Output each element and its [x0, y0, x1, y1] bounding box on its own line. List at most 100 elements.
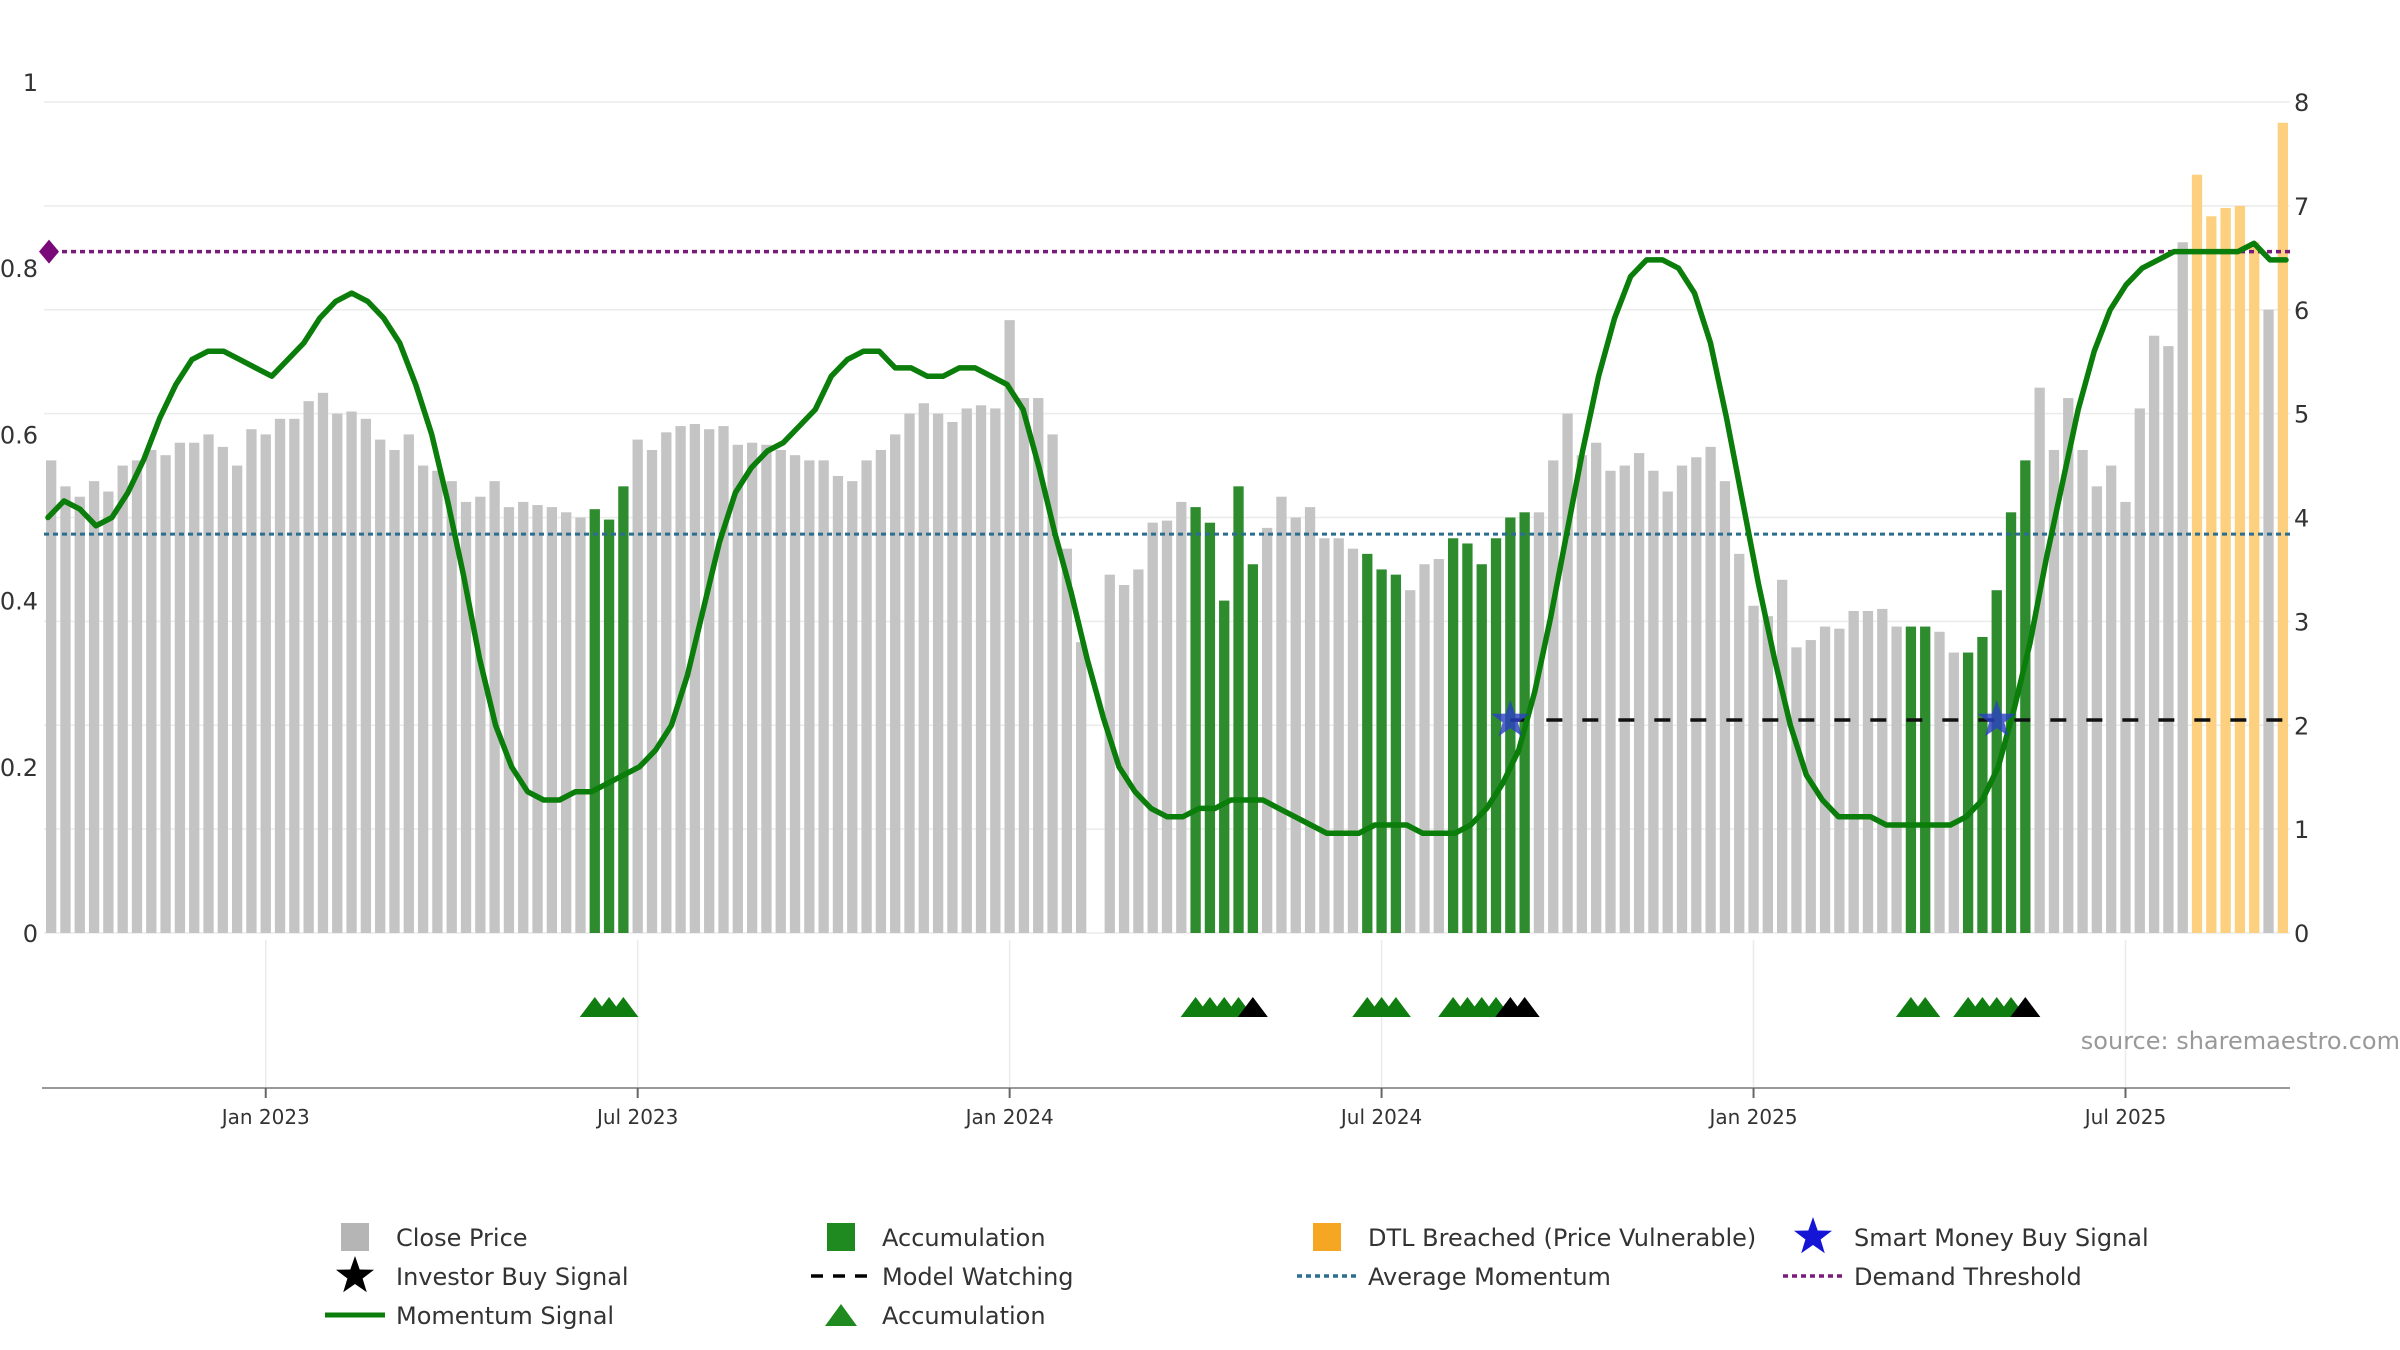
- close-price-bar: [1533, 512, 1545, 933]
- legend-triangle-icon: [825, 1304, 857, 1326]
- close-price-bar: [503, 507, 515, 933]
- accumulation-bar: [1476, 564, 1487, 933]
- x-axis-tick-label: Jan 2023: [220, 1105, 310, 1129]
- close-price-bar: [131, 460, 143, 933]
- close-price-bar: [189, 442, 200, 933]
- axis-layer: 0 0.2 0.4 0.6 0.8 1 0 1 2 3 4 5 6 7 8 Jan 2023 Jul 2023 J…: [0, 69, 2309, 1129]
- close-price-bar: [1776, 579, 1788, 933]
- close-price-bar: [1319, 538, 1330, 933]
- close-price-bar: [1018, 398, 1030, 933]
- close-price-bar: [575, 517, 586, 933]
- accumulation-bar: [589, 509, 600, 933]
- close-price-bar: [2048, 449, 2060, 933]
- right-axis-tick: 2: [2294, 712, 2309, 740]
- close-price-bar: [1347, 548, 1359, 933]
- close-price-bar: [74, 496, 85, 933]
- x-axis-tick-label: Jan 2025: [1707, 1105, 1797, 1129]
- close-price-bar: [1605, 470, 1616, 933]
- legend-label: DTL Breached (Price Vulnerable): [1368, 1224, 1756, 1252]
- x-axis-tick-label: Jul 2023: [595, 1105, 678, 1129]
- close-price-bar: [832, 475, 844, 933]
- accumulation-bar: [1362, 553, 1373, 933]
- legend-label: Accumulation: [882, 1224, 1046, 1252]
- legend-label: Smart Money Buy Signal: [1854, 1224, 2149, 1252]
- legend-label: Average Momentum: [1368, 1263, 1611, 1291]
- close-price-bar: [804, 460, 815, 933]
- close-price-bar: [2077, 449, 2088, 933]
- close-price-bar: [1304, 507, 1316, 933]
- legend-star-icon: [336, 1256, 374, 1293]
- close-price-bar: [88, 481, 100, 933]
- accumulation-bar: [1991, 590, 2002, 933]
- close-price-bar: [746, 442, 758, 933]
- left-axis-tick: 0.6: [0, 421, 38, 449]
- legend-item: Investor Buy Signal: [336, 1256, 629, 1293]
- close-price-bar: [890, 434, 901, 933]
- close-price-bar: [1762, 616, 1773, 933]
- close-price-bar: [489, 481, 500, 933]
- accumulation-triangle: [1380, 997, 1411, 1017]
- close-price-bar: [346, 411, 357, 933]
- accumulation-bar: [1204, 522, 1216, 933]
- close-price-bar: [546, 507, 558, 933]
- right-axis-tick: 8: [2294, 89, 2309, 117]
- close-price-bar: [217, 446, 228, 933]
- legend-label: Momentum Signal: [396, 1302, 614, 1330]
- legend-item: Accumulation: [827, 1223, 1046, 1252]
- accumulation-triangle: [608, 997, 639, 1017]
- close-price-bar: [2263, 309, 2274, 933]
- close-price-bar: [1290, 517, 1301, 933]
- close-price-bar: [975, 405, 987, 933]
- close-price-bar: [761, 444, 772, 933]
- lines-layer: [39, 239, 2290, 837]
- dtl-breached-bar: [2277, 122, 2288, 933]
- close-price-bar: [1419, 564, 1430, 933]
- close-price-bar: [675, 426, 686, 933]
- close-price-bar: [246, 429, 257, 933]
- close-price-bar: [1147, 522, 1158, 933]
- close-price-bar: [160, 455, 171, 933]
- right-axis-tick: 4: [2294, 505, 2309, 533]
- dtl-breached-bar: [2206, 216, 2217, 933]
- accumulation-bar: [1247, 564, 1258, 933]
- accumulation-bar: [603, 519, 615, 933]
- close-price-bar: [775, 449, 786, 933]
- legend-swatch: [341, 1223, 369, 1251]
- close-price-bar: [260, 434, 271, 933]
- close-price-bar: [1934, 631, 1945, 933]
- legend-item: DTL Breached (Price Vulnerable): [1313, 1223, 1756, 1252]
- close-price-bar: [947, 421, 958, 933]
- legend-label: Close Price: [396, 1224, 528, 1252]
- close-price-bar: [1719, 481, 1731, 933]
- left-axis-tick: 0.2: [0, 754, 38, 782]
- close-price-bar: [1591, 442, 1602, 933]
- left-axis-tick: 0.4: [0, 588, 38, 616]
- legend-label: Accumulation: [882, 1302, 1046, 1330]
- right-axis-tick: 5: [2294, 401, 2309, 429]
- dtl-breached-bar: [2220, 207, 2231, 933]
- close-price-bar: [861, 460, 872, 933]
- close-price-bar: [1333, 538, 1344, 933]
- close-price-bar: [875, 449, 887, 933]
- investor-buy-triangle: [1237, 997, 1268, 1017]
- close-price-bar: [2134, 408, 2145, 933]
- bars-layer: [46, 122, 2288, 934]
- close-price-bar: [375, 439, 386, 933]
- close-price-bar: [103, 491, 114, 933]
- legend-item: Smart Money Buy Signal: [1794, 1217, 2149, 1254]
- close-price-bar: [1705, 446, 1716, 933]
- close-price-bar: [432, 470, 443, 933]
- smart-money-star: [1491, 700, 1530, 737]
- close-price-bar: [646, 449, 658, 933]
- close-price-bar: [789, 455, 801, 933]
- right-axis-tick: 7: [2294, 193, 2309, 221]
- close-price-bar: [732, 444, 743, 933]
- close-price-bar: [1748, 605, 1759, 933]
- close-price-bar: [1734, 553, 1745, 933]
- close-price-bar: [1562, 413, 1573, 933]
- investor-buy-triangle: [2010, 997, 2041, 1017]
- close-price-bar: [1948, 652, 1959, 933]
- legend-item: Demand Threshold: [1783, 1263, 2082, 1291]
- legend-star-icon: [1794, 1217, 1832, 1254]
